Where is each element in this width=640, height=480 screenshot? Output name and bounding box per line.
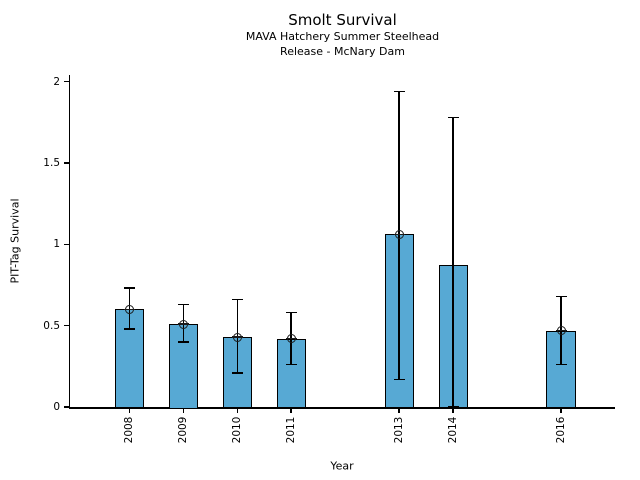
y-axis-label: PIT-Tag Survival bbox=[8, 198, 22, 284]
x-tick-2009 bbox=[182, 408, 185, 413]
error-cap-top-2009 bbox=[177, 303, 189, 306]
point-marker-cross-2013 bbox=[393, 233, 405, 236]
chart-subtitle-line1: MAVA Hatchery Summer Steelhead bbox=[245, 30, 440, 43]
y-tick-label-1: 1 bbox=[53, 238, 60, 251]
point-marker-cross-2016 bbox=[555, 329, 567, 332]
x-tick-label-2011: 2011 bbox=[285, 416, 298, 444]
y-tick-1.5 bbox=[64, 162, 69, 164]
x-tick-label-2010: 2010 bbox=[231, 416, 244, 444]
error-cap-bottom-2010 bbox=[231, 372, 243, 374]
error-cap-top-2010 bbox=[231, 298, 243, 301]
x-tick-2013 bbox=[398, 408, 400, 413]
bar-2011 bbox=[276, 338, 306, 409]
y-axis-spine bbox=[68, 75, 70, 409]
x-tick-2016 bbox=[560, 408, 562, 413]
y-tick-label-2: 2 bbox=[53, 75, 60, 88]
y-tick-label-0: 0 bbox=[53, 401, 60, 413]
error-cap-bottom-2011 bbox=[285, 363, 297, 366]
chart-title: Smolt Survival bbox=[288, 11, 397, 29]
y-tick-0 bbox=[64, 406, 69, 408]
point-marker-cross-2008 bbox=[123, 308, 135, 311]
x-tick-label-2008: 2008 bbox=[123, 416, 136, 444]
error-bar-2014 bbox=[452, 117, 454, 407]
x-tick-2014 bbox=[452, 408, 454, 413]
x-axis-label: Year bbox=[330, 459, 354, 473]
x-tick-2011 bbox=[290, 408, 292, 413]
x-tick-label-2014: 2014 bbox=[447, 416, 460, 444]
x-tick-label-2016: 2016 bbox=[555, 416, 568, 444]
y-tick-1 bbox=[64, 243, 69, 245]
error-cap-bottom-2014 bbox=[447, 406, 459, 408]
x-tick-label-2013: 2013 bbox=[393, 416, 406, 444]
x-tick-2008 bbox=[128, 408, 131, 413]
error-cap-top-2011 bbox=[285, 311, 297, 314]
point-marker-cross-2009 bbox=[177, 323, 189, 325]
error-cap-bottom-2009 bbox=[177, 341, 189, 343]
y-tick-2 bbox=[64, 80, 69, 83]
y-tick-label-1.5: 1.5 bbox=[43, 156, 60, 169]
error-cap-top-2013 bbox=[393, 90, 405, 93]
y-tick-0.5 bbox=[64, 324, 69, 327]
point-marker-cross-2011 bbox=[285, 337, 297, 340]
x-axis-spine bbox=[68, 407, 615, 409]
title-block: Smolt Survival MAVA Hatchery Summer Stee… bbox=[70, 11, 615, 59]
chart-subtitle-line2: Release - McNary Dam bbox=[280, 45, 405, 58]
x-tick-label-2009: 2009 bbox=[177, 416, 190, 444]
error-cap-bottom-2008 bbox=[123, 328, 135, 330]
x-tick-2010 bbox=[236, 408, 239, 413]
error-cap-top-2014 bbox=[447, 116, 459, 119]
error-cap-top-2008 bbox=[123, 287, 135, 289]
y-tick-label-0.5: 0.5 bbox=[43, 319, 60, 332]
error-cap-top-2016 bbox=[555, 295, 567, 298]
error-cap-bottom-2016 bbox=[555, 363, 567, 366]
error-cap-bottom-2013 bbox=[393, 378, 405, 381]
point-marker-cross-2010 bbox=[231, 336, 243, 338]
